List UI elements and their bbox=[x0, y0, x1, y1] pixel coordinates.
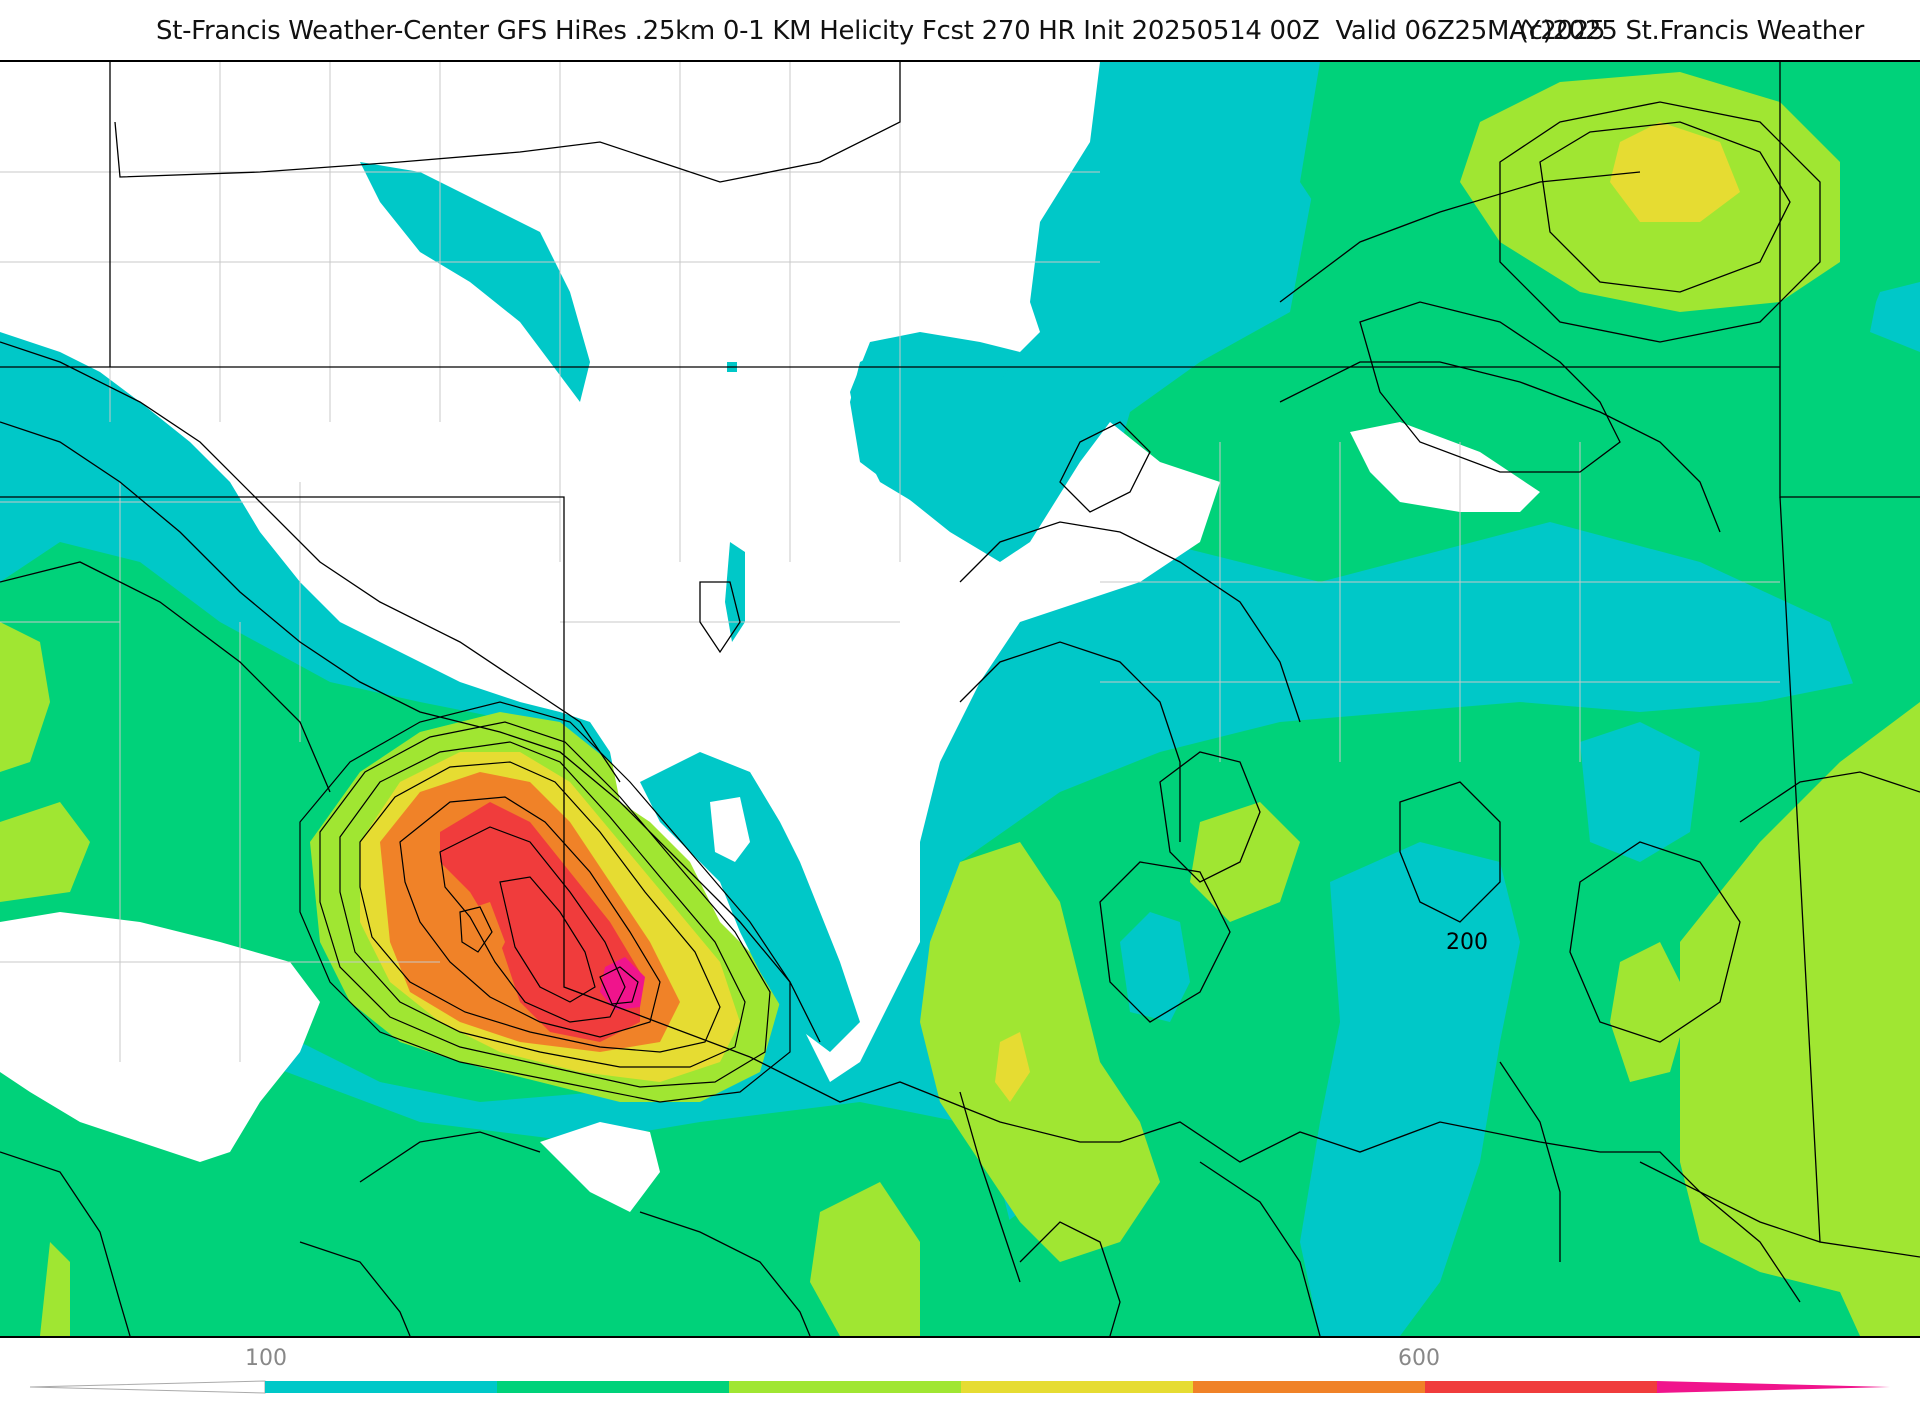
helicity-map[interactable] bbox=[0, 62, 1920, 1336]
field-lime-west-top bbox=[0, 622, 50, 772]
field-white-south-small bbox=[540, 1122, 660, 1212]
field-orange-inner bbox=[460, 902, 505, 962]
copyright-text: (c)2025 St.Francis Weather bbox=[1518, 16, 1864, 46]
field-cyan-north-lobe bbox=[360, 162, 590, 402]
field-yellow-central bbox=[995, 1032, 1030, 1102]
colorbar-label-600: 600 bbox=[1398, 1346, 1440, 1371]
field-cyan-southeast-pocket bbox=[1300, 842, 1520, 1336]
colorbar-high-triangle bbox=[1657, 1381, 1890, 1393]
field-cyan-north-lobe2 bbox=[850, 332, 1020, 542]
field-white-east bbox=[1350, 422, 1540, 512]
title-bar: St-Francis Weather-Center GFS HiRes .25k… bbox=[0, 0, 1920, 60]
field-cyan-river bbox=[640, 752, 860, 1052]
field-lime-southwest bbox=[40, 1242, 70, 1336]
field-cyan-right-pocket bbox=[1580, 722, 1700, 862]
colorbar-label-100: 100 bbox=[245, 1346, 287, 1371]
field-red-core bbox=[440, 802, 640, 1042]
contour-core-lines bbox=[299, 701, 791, 1103]
colorbar-segment-6 bbox=[1425, 1381, 1657, 1393]
field-lime-mid bbox=[1190, 802, 1300, 922]
colorbar-svg bbox=[29, 1380, 1890, 1394]
map-title: St-Francis Weather-Center GFS HiRes .25k… bbox=[156, 16, 1606, 46]
colorbar-low-triangle bbox=[29, 1380, 266, 1394]
field-cyan-east bbox=[1870, 272, 1920, 352]
field-yellow-northeast bbox=[1610, 122, 1740, 222]
field-lime-central bbox=[920, 842, 1160, 1262]
map-panel[interactable]: 200 bbox=[0, 60, 1920, 1338]
contour-label-200: 200 bbox=[1446, 930, 1488, 955]
field-lime-east bbox=[1680, 702, 1920, 1336]
field-cyan-east-pocket bbox=[1120, 912, 1190, 1022]
field-white-central bbox=[760, 592, 910, 822]
field-lime-west-bottom bbox=[0, 802, 90, 902]
colorbar-segment-2 bbox=[497, 1381, 729, 1393]
colorbar-segment-1 bbox=[265, 1381, 497, 1393]
colorbar-segment-5 bbox=[1193, 1381, 1425, 1393]
colorbar-segment-3 bbox=[729, 1381, 961, 1393]
field-lime-southcenter bbox=[810, 1182, 920, 1336]
field-white-north bbox=[0, 62, 1220, 1082]
field-cyan-small-lobe bbox=[725, 542, 745, 642]
field-lime-right bbox=[1610, 942, 1690, 1082]
colorbar: 100 600 bbox=[0, 1338, 1920, 1400]
field-white-river-inner bbox=[710, 797, 750, 862]
colorbar-segment-4 bbox=[961, 1381, 1193, 1393]
contour-lines bbox=[0, 62, 1920, 1336]
